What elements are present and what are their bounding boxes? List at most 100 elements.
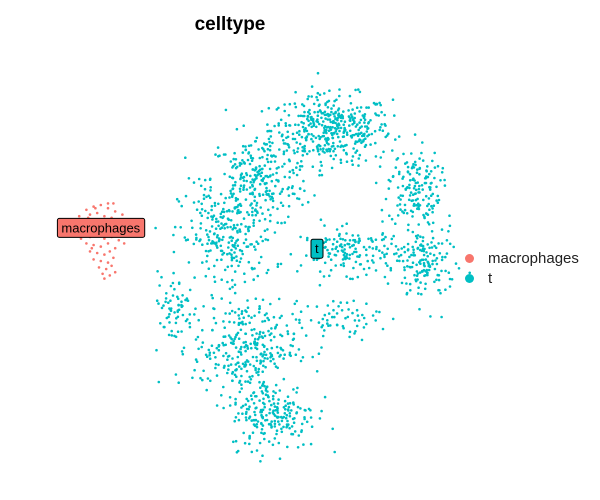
- point-t: [371, 247, 375, 250]
- point-t: [348, 124, 351, 127]
- point-t: [323, 261, 327, 265]
- point-t: [457, 267, 461, 270]
- point-t: [326, 319, 329, 322]
- point-t: [199, 222, 203, 225]
- point-t: [204, 229, 208, 232]
- point-t: [263, 405, 267, 409]
- point-t: [414, 278, 418, 282]
- point-macrophages: [112, 202, 115, 205]
- point-t: [248, 321, 251, 325]
- point-t: [174, 373, 178, 376]
- point-t: [280, 347, 283, 351]
- point-t: [231, 184, 235, 187]
- point-t: [437, 198, 441, 202]
- point-t: [321, 111, 325, 115]
- point-t: [228, 175, 232, 178]
- point-t: [323, 395, 327, 399]
- point-t: [326, 322, 329, 325]
- point-t: [362, 116, 366, 120]
- point-t: [420, 151, 423, 155]
- point-t: [263, 437, 266, 441]
- point-t: [360, 131, 363, 135]
- point-t: [214, 321, 218, 325]
- point-t: [391, 98, 395, 101]
- point-t: [399, 253, 403, 257]
- point-t: [468, 271, 472, 275]
- point-macrophages: [113, 246, 117, 250]
- point-t: [336, 145, 340, 148]
- point-t: [287, 158, 291, 161]
- point-t: [239, 351, 242, 354]
- point-t: [276, 207, 279, 211]
- point-t: [271, 206, 275, 209]
- point-t: [323, 224, 326, 227]
- point-t: [220, 278, 223, 282]
- point-t: [378, 101, 381, 105]
- point-t: [217, 202, 220, 206]
- point-t: [366, 259, 370, 263]
- point-t: [260, 335, 264, 338]
- point-t: [272, 409, 275, 413]
- point-t: [425, 251, 428, 254]
- point-t: [323, 151, 326, 154]
- point-t: [271, 141, 274, 145]
- point-t: [310, 133, 313, 136]
- point-t: [214, 356, 217, 359]
- point-t: [228, 320, 231, 324]
- point-t: [323, 144, 327, 147]
- point-t: [419, 281, 422, 284]
- point-t: [263, 384, 266, 388]
- point-t: [415, 274, 419, 278]
- point-t: [362, 245, 366, 249]
- point-t: [246, 158, 250, 162]
- point-t: [230, 255, 234, 259]
- point-t: [238, 190, 242, 193]
- point-t: [257, 367, 261, 371]
- point-t: [422, 249, 426, 253]
- point-t: [334, 130, 338, 133]
- point-t: [227, 334, 231, 337]
- point-t: [293, 430, 297, 433]
- point-t: [292, 421, 296, 425]
- point-t: [235, 165, 239, 169]
- point-t: [230, 253, 233, 256]
- point-t: [420, 292, 423, 296]
- point-t: [254, 366, 257, 370]
- point-t: [300, 160, 303, 163]
- point-t: [286, 330, 290, 333]
- point-t: [281, 165, 284, 168]
- point-t: [222, 320, 225, 323]
- point-t: [345, 160, 349, 163]
- point-t: [388, 214, 391, 217]
- point-t: [255, 449, 259, 452]
- point-t: [261, 155, 264, 159]
- point-t: [262, 142, 266, 145]
- point-t: [193, 276, 196, 279]
- point-t: [327, 324, 330, 328]
- point-t: [208, 353, 211, 357]
- point-t: [288, 426, 291, 430]
- point-t: [284, 142, 287, 145]
- point-t: [269, 339, 273, 342]
- point-t: [220, 210, 224, 213]
- legend-item-macrophages: macrophages: [462, 248, 579, 268]
- point-t: [418, 166, 422, 170]
- point-t: [239, 184, 243, 187]
- point-t: [331, 427, 335, 431]
- point-t: [208, 357, 212, 361]
- point-t: [415, 237, 419, 240]
- point-t: [162, 304, 165, 307]
- point-t: [326, 106, 330, 109]
- point-t: [289, 344, 293, 347]
- point-t: [233, 183, 237, 187]
- point-t: [303, 110, 306, 114]
- point-t: [254, 346, 257, 350]
- point-t: [359, 138, 362, 142]
- point-t: [234, 403, 237, 406]
- point-t: [261, 212, 264, 215]
- point-t: [357, 128, 361, 132]
- point-t: [206, 242, 209, 245]
- point-t: [256, 337, 260, 341]
- point-t: [249, 174, 252, 178]
- point-t: [416, 234, 420, 237]
